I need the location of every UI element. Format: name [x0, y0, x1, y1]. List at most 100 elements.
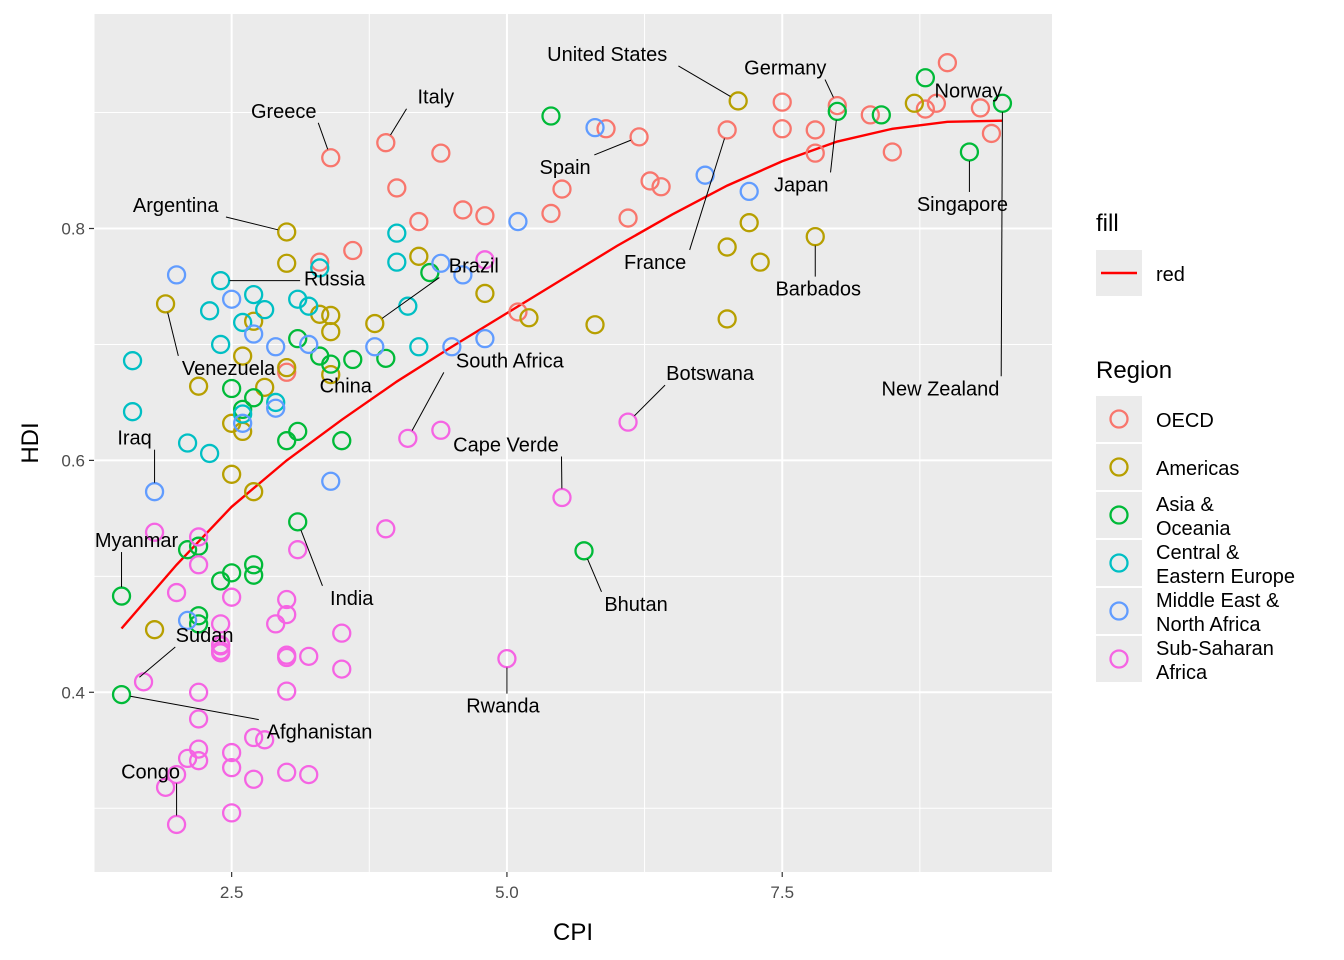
point-mena: [266, 337, 286, 357]
point-cee: [199, 443, 220, 464]
point-ssa: [277, 762, 297, 782]
point-americas: [717, 237, 737, 257]
y-tick-label: 0.6: [61, 451, 85, 470]
leader-line: [411, 372, 445, 431]
x-tick-label: 7.5: [770, 883, 794, 902]
point-americas: [365, 313, 385, 334]
point-mena: [177, 610, 198, 631]
point-americas: [277, 222, 297, 242]
legend-label-oecd: OECD: [1156, 410, 1214, 432]
label-argentina: Argentina: [133, 195, 219, 217]
legend: fill red Region OECD Americas Asia &Oceani…: [1096, 210, 1295, 684]
point-asia: [188, 614, 209, 634]
legend-fill-label: red: [1156, 264, 1185, 286]
point-americas: [409, 246, 429, 266]
point-mena: [695, 165, 715, 185]
point-ssa: [277, 589, 297, 610]
point-ssa: [166, 582, 187, 603]
point-mena: [739, 181, 759, 202]
point-oecd: [343, 240, 363, 261]
major-gridlines: [94, 14, 1052, 872]
point-cee: [177, 433, 198, 453]
leader-line: [225, 216, 279, 231]
label-iraq: Iraq: [117, 428, 151, 450]
point-ssa: [277, 645, 297, 665]
legend-key-ssa: [1109, 649, 1129, 669]
point-americas: [321, 322, 341, 342]
y-axis-ticks: 0.4 0.6 0.8: [61, 220, 94, 702]
label-bhutan: Bhutan: [604, 594, 667, 616]
leader-line: [130, 695, 259, 721]
point-oecd: [805, 143, 825, 163]
point-asia: [871, 105, 891, 125]
point-oecd: [915, 99, 936, 119]
point-ssa: [288, 540, 308, 560]
x-tick-label: 5.0: [495, 883, 519, 902]
point-asia: [288, 328, 308, 349]
point-oecd: [926, 93, 947, 113]
point-oecd: [277, 362, 297, 382]
point-asia: [244, 565, 264, 585]
leader-line: [300, 530, 323, 587]
y-tick-label: 0.4: [61, 683, 85, 702]
point-americas: [585, 315, 605, 335]
y-tick-label: 0.8: [61, 220, 85, 239]
point-asia: [277, 431, 297, 451]
point-oecd: [387, 178, 407, 198]
label-germany: Germany: [744, 58, 826, 80]
point-ssa: [188, 527, 209, 547]
point-americas: [717, 309, 737, 329]
point-oecd: [508, 302, 528, 322]
legend-key-bg: [1096, 588, 1142, 634]
x-axis-ticks: 2.5 5.0 7.5: [220, 872, 794, 902]
point-oecd: [651, 177, 671, 197]
point-americas: [144, 620, 165, 640]
point-ssa: [552, 487, 572, 508]
legend-key-asia: [1109, 505, 1129, 525]
legend-key-oecd: [1109, 409, 1129, 429]
label-afghanistan: Afghanistan: [267, 722, 373, 744]
legend-key-americas: [1109, 457, 1129, 477]
point-ssa: [188, 555, 209, 575]
point-asia: [244, 555, 264, 575]
point-cee: [409, 337, 429, 357]
point-asia: [915, 68, 936, 88]
point-ssa: [210, 640, 231, 661]
point-ssa: [376, 519, 396, 539]
legend-label-asia: Oceania: [1156, 518, 1231, 540]
point-ssa: [221, 803, 242, 823]
label-new-zealand: New Zealand: [882, 378, 1000, 400]
point-ssa: [221, 742, 242, 763]
point-asia: [332, 431, 352, 451]
point-cee: [210, 334, 231, 355]
point-mena: [166, 265, 187, 285]
leader-line: [1000, 112, 1003, 377]
point-oecd: [772, 119, 792, 139]
point-americas: [519, 308, 539, 328]
point-ssa: [210, 614, 231, 634]
point-americas: [244, 311, 264, 331]
point-americas: [728, 91, 748, 111]
point-americas: [221, 464, 242, 484]
leader-line: [381, 277, 440, 319]
point-oecd: [882, 142, 902, 162]
point-oecd: [321, 148, 341, 168]
point-asia: [177, 540, 198, 560]
point-oecd: [541, 203, 561, 224]
plot-panel: [94, 14, 1052, 872]
point-mena: [475, 328, 495, 349]
point-asia: [244, 388, 264, 408]
point-americas: [805, 226, 825, 247]
point-oecd: [596, 119, 616, 139]
point-americas: [739, 213, 759, 233]
legend-key-mena: [1109, 601, 1129, 621]
point-ssa: [431, 420, 451, 440]
label-united-states: United States: [547, 44, 667, 66]
point-asia: [188, 606, 209, 626]
point-ssa: [277, 681, 297, 701]
point-americas: [155, 294, 176, 314]
point-asia: [541, 106, 561, 126]
point-ssa: [244, 769, 264, 789]
